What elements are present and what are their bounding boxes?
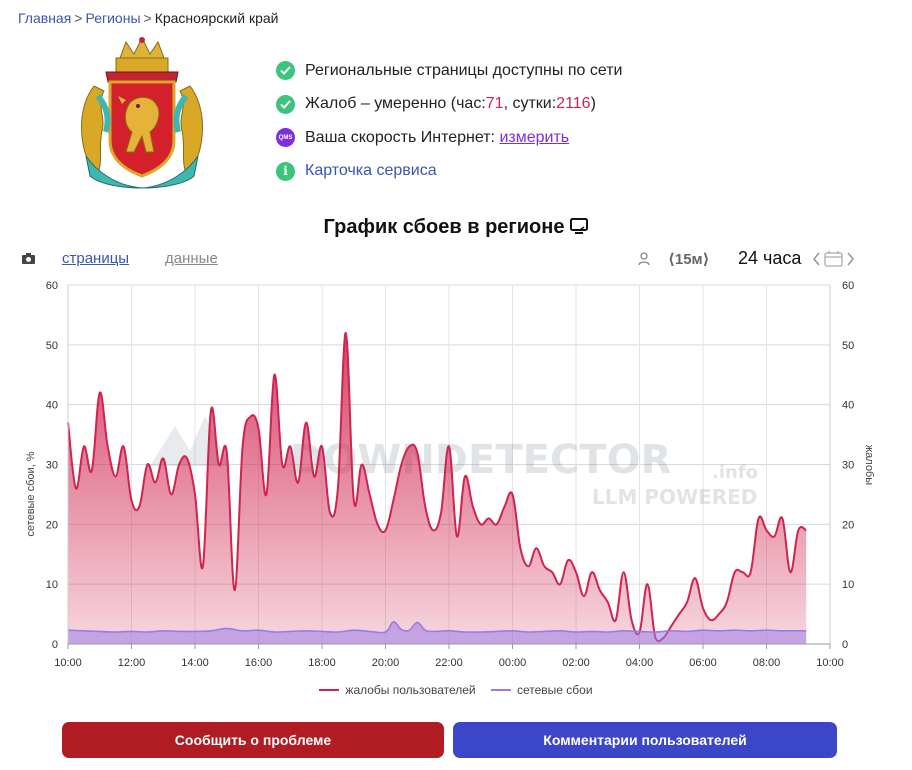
breadcrumb-home[interactable]: Главная xyxy=(18,10,72,26)
camera-icon[interactable] xyxy=(21,252,36,269)
legend-item-outages[interactable]: сетевые сбои xyxy=(490,683,593,697)
y-tick-label-left: 50 xyxy=(46,340,58,352)
complaints-hour-count: 71 xyxy=(485,95,504,113)
breadcrumb-regions[interactable]: Регионы xyxy=(85,10,141,26)
user-icon[interactable] xyxy=(638,252,650,270)
status-complaints-suffix: ) xyxy=(590,95,596,113)
region-coat-of-arms-icon xyxy=(76,36,208,196)
tab-data[interactable]: данные xyxy=(165,250,218,267)
y-tick-label-right: 20 xyxy=(842,519,854,531)
calendar-nav[interactable] xyxy=(812,250,856,273)
x-tick-label: 18:00 xyxy=(308,657,336,669)
status-complaints: Жалоб – умеренно (час: 71, сутки: 2116) xyxy=(276,88,622,122)
y-tick-label-left: 30 xyxy=(46,460,58,472)
y-tick-label-right: 10 xyxy=(842,579,854,591)
check-circle-icon xyxy=(276,94,295,114)
x-tick-label: 00:00 xyxy=(499,657,527,669)
legend-swatch-complaints xyxy=(319,689,340,691)
status-speed-text: Ваша скорость Интернет: xyxy=(305,128,495,146)
status-speed: QMS Ваша скорость Интернет: измерить xyxy=(276,121,622,155)
axis-right: 0 10 20 30 40 50 60 xyxy=(829,280,854,651)
y-tick-label-left: 60 xyxy=(46,280,58,292)
axis-right-label: жалобы xyxy=(863,445,875,485)
status-service-card: i Карточка сервиса xyxy=(276,155,622,189)
speed-measure-link[interactable]: измерить xyxy=(499,128,570,146)
y-tick-label-left: 20 xyxy=(46,519,58,531)
service-card-link[interactable]: Карточка сервиса xyxy=(305,162,437,180)
axis-left: 0 10 20 30 40 50 60 xyxy=(46,280,69,651)
x-tick-label: 22:00 xyxy=(435,657,463,669)
x-tick-label: 06:00 xyxy=(689,657,717,669)
x-tick-label: 10:00 xyxy=(816,657,844,669)
outages-area xyxy=(68,621,807,644)
legend-label-outages: сетевые сбои xyxy=(516,683,593,697)
breadcrumb-current: Красноярский край xyxy=(154,10,279,26)
legend-item-complaints[interactable]: жалобы пользователей xyxy=(319,683,476,697)
info-icon: i xyxy=(276,161,295,181)
complaints-area xyxy=(68,332,807,644)
y-tick-label-right: 0 xyxy=(842,639,848,651)
y-tick-label-left: 10 xyxy=(46,579,58,591)
watermark-suffix: .info xyxy=(712,462,758,483)
complaints-line xyxy=(67,331,807,643)
chart-title: График сбоев в регионе xyxy=(0,216,912,240)
y-tick-label-right: 40 xyxy=(842,400,854,412)
chart-legend: жалобы пользователей сетевые сбои xyxy=(0,680,912,697)
x-tick-label: 16:00 xyxy=(245,657,273,669)
breadcrumb-separator: > xyxy=(74,10,83,26)
interval-selector[interactable]: ⟨15м⟩ xyxy=(668,251,710,268)
user-comments-button[interactable]: Комментарии пользователей xyxy=(453,722,837,758)
status-network-text: Региональные страницы доступны по сети xyxy=(305,61,623,79)
monitor-icon xyxy=(570,217,589,240)
x-tick-label: 10:00 xyxy=(54,657,82,669)
range-selector[interactable]: 24 часа xyxy=(738,248,802,268)
x-tick-label: 08:00 xyxy=(753,657,781,669)
legend-swatch-outages xyxy=(490,689,511,691)
watermark-text: DOWNDETECTOR xyxy=(290,437,671,483)
outages-line xyxy=(67,621,807,634)
outage-chart: DOWNDETECTOR .info LLM POWERED 0 10 20 30 40… xyxy=(25,280,875,669)
x-tick-label: 04:00 xyxy=(626,657,654,669)
x-tick-label: 12:00 xyxy=(118,657,146,669)
y-tick-label-right: 60 xyxy=(842,280,854,292)
watermark-subtitle: LLM POWERED xyxy=(592,485,757,509)
tab-pages[interactable]: страницы xyxy=(62,250,130,267)
complaints-day-count: 2116 xyxy=(556,95,591,113)
series-complaints xyxy=(67,331,807,644)
x-tick-label: 20:00 xyxy=(372,657,400,669)
x-tick-label: 02:00 xyxy=(562,657,590,669)
chart-title-text: График сбоев в регионе xyxy=(323,216,565,238)
status-complaints-prefix: Жалоб – умеренно (час: xyxy=(305,95,486,113)
qms-icon: QMS xyxy=(276,128,295,148)
series-outages xyxy=(67,621,807,644)
report-problem-button[interactable]: Сообщить о проблеме xyxy=(62,722,444,758)
y-tick-label-right: 30 xyxy=(842,460,854,472)
legend-label-complaints: жалобы пользователей xyxy=(345,683,476,697)
breadcrumb: Главная > Регионы > Красноярский край xyxy=(18,10,278,26)
y-tick-label-right: 50 xyxy=(842,340,854,352)
y-tick-label-left: 0 xyxy=(52,639,58,651)
axis-x: 10:00 12:00 14:00 16:00 18:00 20:00 22:00 00:00… xyxy=(54,643,844,669)
status-network: Региональные страницы доступны по сети xyxy=(276,54,622,88)
axis-left-label: сетевые сбои, % xyxy=(25,451,37,536)
status-list: Региональные страницы доступны по сети Ж… xyxy=(276,54,622,188)
x-tick-label: 14:00 xyxy=(181,657,209,669)
y-tick-label-left: 40 xyxy=(46,400,58,412)
chart-toolbar: страницы данные ⟨15м⟩ 24 часа xyxy=(0,248,912,272)
check-circle-icon xyxy=(276,61,295,81)
breadcrumb-separator: > xyxy=(143,10,152,26)
status-complaints-mid: , сутки: xyxy=(503,95,557,113)
